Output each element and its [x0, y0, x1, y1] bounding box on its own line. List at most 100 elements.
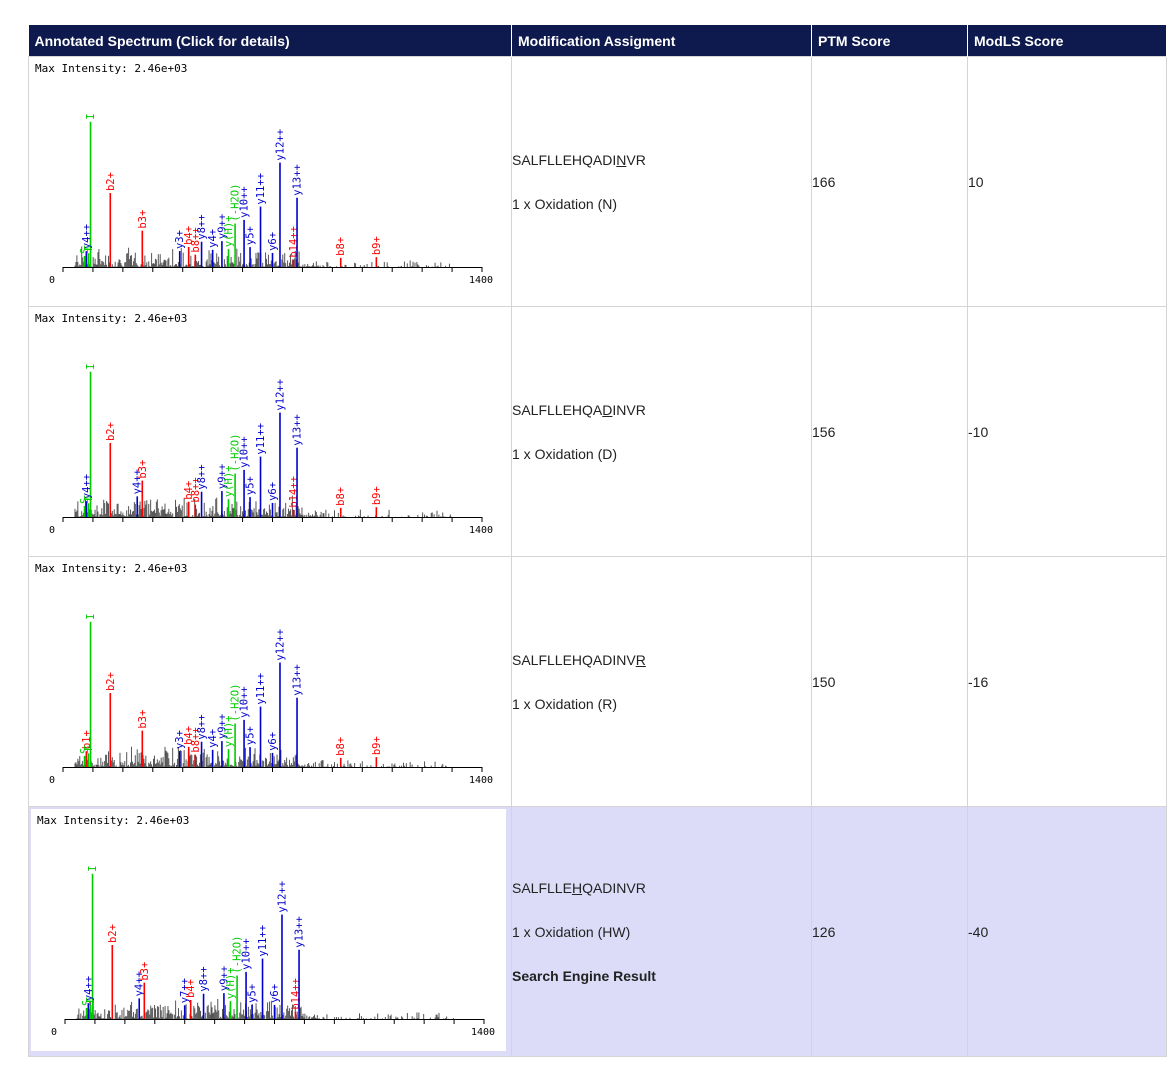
max-intensity-label: Max Intensity: 2.46e+03: [35, 562, 188, 575]
peak-label: F: [83, 495, 95, 501]
modls-score: -16: [967, 556, 1167, 807]
x-tick-label-min: 0: [49, 275, 55, 286]
peak-label: y6+: [267, 482, 279, 501]
ptm-score: 166: [811, 56, 968, 307]
max-intensity-label: Max Intensity: 2.46e+03: [35, 312, 188, 325]
modls-score: -10: [967, 306, 1167, 557]
peak-label: b3+: [137, 460, 149, 479]
peak-label: y12++: [274, 379, 286, 411]
max-intensity-label: Max Intensity: 2.46e+03: [35, 62, 188, 75]
peak-label: b9+: [371, 236, 383, 255]
peak-label: y10++: [239, 436, 251, 468]
peak-label: (-H2O): [232, 936, 244, 974]
modification-cell: SALFLLEHQADINVR 1 x Oxidation (R): [511, 556, 812, 807]
x-tick-label-max: 1400: [469, 275, 493, 286]
x-tick-label-min: 0: [49, 775, 55, 786]
peak-label: b9+: [371, 736, 383, 755]
table-header-row: Annotated Spectrum (Click for details) M…: [28, 25, 1167, 57]
peptide-sequence: SALFLLEHQADINVR: [512, 879, 646, 896]
modified-residue: H: [571, 879, 583, 896]
peak-label: b14++: [290, 978, 302, 1010]
peptide-sequence: SALFLLEHQADINVR: [512, 651, 646, 668]
peak-label: b4+: [185, 979, 197, 998]
peak-label: b2+: [105, 672, 117, 691]
modification-cell: SALFLLEHQADINVR 1 x Oxidation (N): [511, 56, 812, 307]
peak-label: b9+: [371, 486, 383, 505]
modification-text: 1 x Oxidation (D): [512, 445, 618, 462]
modification-text: 1 x Oxidation (N): [512, 195, 618, 212]
peak-label: S: [79, 748, 91, 754]
max-intensity-label: Max Intensity: 2.46e+03: [37, 814, 190, 827]
x-tick-label-min: 0: [49, 525, 55, 536]
peak-label: y6+: [267, 732, 279, 751]
peak-label: y13++: [292, 164, 304, 196]
peak-label: y4++: [81, 224, 93, 249]
modls-score: 10: [967, 56, 1167, 307]
peak-label: y5+: [245, 226, 257, 245]
peptide-sequence: SALFLLEHQADINVR: [512, 151, 646, 168]
peak-label: y13++: [292, 414, 304, 446]
peak-label: (-H2O): [230, 684, 242, 722]
peak-label: y5+: [247, 984, 259, 1003]
peak-label: b3+: [137, 210, 149, 229]
peak-label: y13++: [294, 916, 306, 948]
header-modification-assignment: Modification Assigment: [511, 25, 812, 57]
peak-label: b2+: [107, 924, 119, 943]
peak-label: b14++: [288, 476, 300, 508]
peak-label: (-H2O): [230, 184, 242, 222]
modls-score: -40: [967, 806, 1167, 1057]
peak-label: y11++: [255, 673, 267, 705]
peak-label: y4++: [134, 971, 146, 996]
peak-label: S: [79, 498, 91, 504]
peak-label: y11++: [255, 423, 267, 455]
peak-label: b4+: [183, 226, 195, 245]
peak-label: y12++: [276, 881, 288, 913]
peak-label: b8+: [335, 487, 347, 506]
modification-text: 1 x Oxidation (HW): [512, 923, 631, 940]
peak-label: y4++: [83, 976, 95, 1001]
header-annotated-spectrum[interactable]: Annotated Spectrum (Click for details): [28, 25, 512, 57]
peak-label: y12++: [274, 629, 286, 661]
peak-label: b3+: [139, 962, 151, 981]
spectrum-svg[interactable]: 0 1400 I Sb1+Fb2+ b3+ y3+b4+b8++y8++ y4+y9++y(…: [29, 557, 506, 803]
peak-label: y7++: [179, 978, 191, 1003]
x-tick-label-max: 1400: [471, 1027, 495, 1038]
peak-label: F: [85, 997, 97, 1003]
peak-label: y9++: [218, 966, 230, 991]
peak-label: b8++: [190, 727, 202, 752]
peak-label: b3+: [137, 710, 149, 729]
peak-label: y4++: [81, 474, 93, 499]
peak-label: y4+: [207, 729, 219, 748]
peak-label: y9++: [216, 214, 228, 239]
peak-label: I: [85, 613, 97, 619]
modification-cell: SALFLLEHQADINVR 1 x Oxidation (HW) Searc…: [511, 806, 812, 1057]
peak-label: y(H)+: [225, 968, 237, 1000]
peak-label: y8++: [196, 714, 208, 739]
peak-label: y4+: [207, 229, 219, 248]
modified-residue: R: [635, 651, 646, 668]
peak-label: I: [85, 113, 97, 119]
x-tick-label-min: 0: [51, 1027, 57, 1038]
peak-label: y9++: [216, 464, 228, 489]
peak-label: b8+: [335, 737, 347, 756]
modified-residue: D: [602, 401, 613, 418]
peak-label: I: [85, 363, 97, 369]
peak-label: y3+: [174, 730, 186, 749]
peak-label: F: [83, 745, 95, 751]
peak-label: S: [79, 248, 91, 254]
peak-label: y4++: [132, 469, 144, 494]
